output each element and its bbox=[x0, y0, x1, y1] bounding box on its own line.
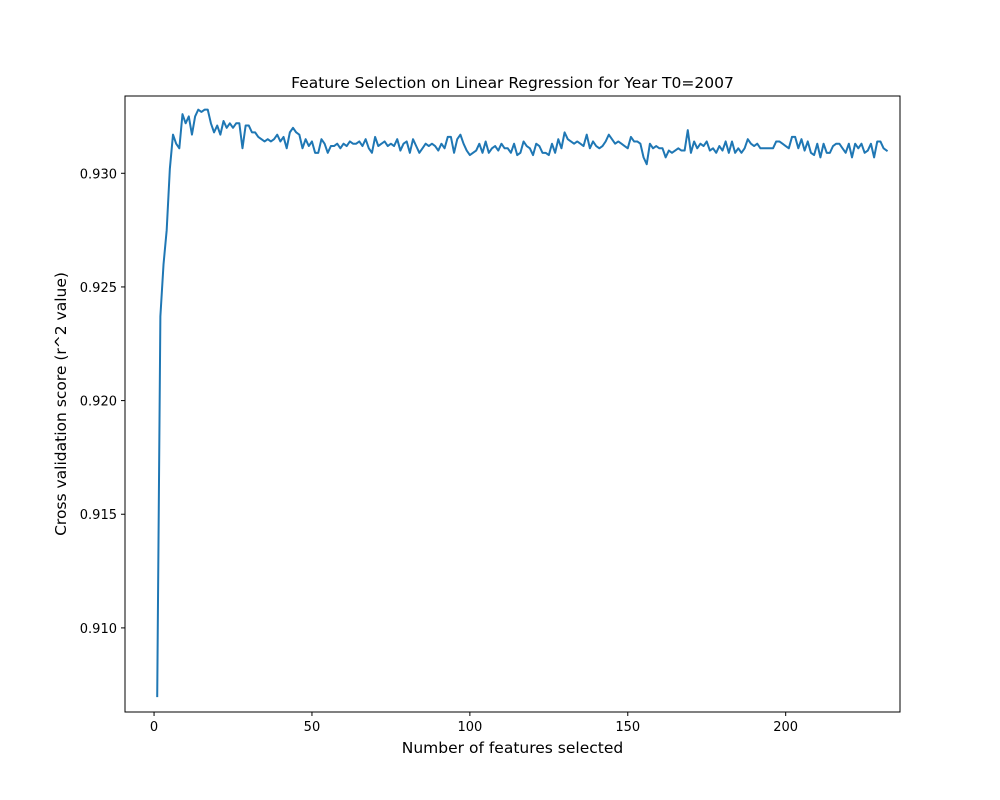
x-axis-label: Number of features selected bbox=[402, 739, 623, 757]
y-tick-label: 0.925 bbox=[80, 281, 117, 296]
y-tick-label: 0.920 bbox=[80, 395, 117, 410]
chart-title: Feature Selection on Linear Regression f… bbox=[291, 74, 734, 92]
plot-area bbox=[156, 108, 889, 698]
x-tick-label: 150 bbox=[615, 720, 640, 735]
series-line-0 bbox=[156, 108, 889, 698]
x-tick-label: 50 bbox=[304, 720, 321, 735]
axis-ticks: 0 50 100 150 200 0.910 0.915 0.920 0.925 0.930 bbox=[80, 167, 798, 735]
y-tick-label: 0.930 bbox=[80, 167, 117, 182]
x-tick-label: 100 bbox=[457, 720, 482, 735]
x-tick-label: 0 bbox=[150, 720, 158, 735]
axes-frame bbox=[124, 95, 901, 713]
y-axis-label: Cross validation score (r^2 value) bbox=[52, 272, 70, 536]
y-tick-label: 0.915 bbox=[80, 508, 117, 523]
x-tick-label: 200 bbox=[773, 720, 798, 735]
y-tick-label: 0.910 bbox=[80, 622, 117, 637]
